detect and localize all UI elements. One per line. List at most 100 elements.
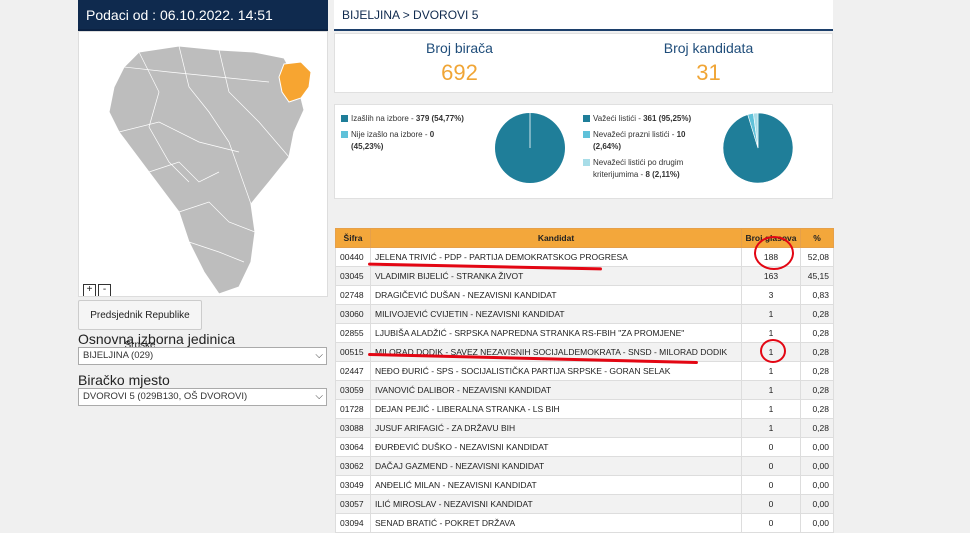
zoom-out-button[interactable]: - <box>98 284 111 296</box>
stats-panel: Broj birača 692 Broj kandidata 31 <box>334 33 833 93</box>
cell-percent: 0,28 <box>800 342 834 362</box>
col-header-candidate[interactable]: Kandidat <box>370 228 742 248</box>
cell-percent: 0,28 <box>800 399 834 419</box>
table-row: 03062 DAČAJ GAZMEND - NEZAVISNI KANDIDAT 0… <box>335 456 834 476</box>
legend-item: Nije izašlo na izbore - 0 <box>341 129 464 141</box>
cell-votes: 1 <box>741 380 801 400</box>
legend-item-cont: (2,64%) <box>593 142 622 151</box>
station-select-value: DVOROVI 5 (029B130, OŠ DVOROVI) <box>83 391 248 402</box>
cell-percent: 0,28 <box>800 323 834 343</box>
voters-value: 692 <box>441 60 478 85</box>
legend-swatch <box>583 115 590 123</box>
table-row: 02748 DRAGIČEVIĆ DUŠAN - NEZAVISNI KANDID… <box>335 285 834 305</box>
cell-candidate: ĐURĐEVIĆ DUŠKO - NEZAVISNI KANDIDAT <box>370 437 742 457</box>
pies-panel: Izašlih na izbore - 379 (54,77%) Nije iz… <box>334 104 833 199</box>
turnout-legend: Izašlih na izbore - 379 (54,77%) Nije iz… <box>341 113 464 153</box>
unit-label: Osnovna izborna jedinica <box>78 331 236 347</box>
cell-candidate: DRAGIČEVIĆ DUŠAN - NEZAVISNI KANDIDAT <box>370 285 742 305</box>
unit-select-value: BIJELJINA (029) <box>83 350 154 361</box>
unit-select[interactable]: BIJELJINA (029) ⌵ <box>78 347 327 365</box>
cell-code: 02748 <box>335 285 371 305</box>
cell-percent: 0,83 <box>800 285 834 305</box>
cell-percent: 0,00 <box>800 475 834 495</box>
chevron-down-icon: ⌵ <box>315 350 323 361</box>
cell-code: 03059 <box>335 380 371 400</box>
cell-percent: 0,00 <box>800 494 834 514</box>
legend-item: Važeći listići - 361 (95,25%) <box>583 113 691 125</box>
cell-code: 03057 <box>335 494 371 514</box>
cell-candidate: ANĐELIĆ MILAN - NEZAVISNI KANDIDAT <box>370 475 742 495</box>
legend-item-cont: kriterijumima - 8 (2,11%) <box>593 170 680 179</box>
cell-code: 03064 <box>335 437 371 457</box>
cell-percent: 0,28 <box>800 418 834 438</box>
cell-candidate: ILIĆ MIROSLAV - NEZAVISNI KANDIDAT <box>370 494 742 514</box>
zoom-in-button[interactable]: + <box>83 284 96 296</box>
table-row: 03060 MILIVOJEVIĆ CVIJETIN - NEZAVISNI KA… <box>335 304 834 324</box>
legend-item-cont: (45,23%) <box>351 142 384 151</box>
table-row: 03094 SENAD BRATIĆ - POKRET DRŽAVA 0 0,00 <box>335 513 834 533</box>
cell-votes: 3 <box>741 285 801 305</box>
station-select[interactable]: DVOROVI 5 (029B130, OŠ DVOROVI) ⌵ <box>78 388 327 406</box>
table-row: 03064 ĐURĐEVIĆ DUŠKO - NEZAVISNI KANDIDAT… <box>335 437 834 457</box>
table-row: 03088 JUSUF ARIFAGIĆ - ZA DRŽAVU BIH 1 0,28 <box>335 418 834 438</box>
bih-map[interactable] <box>79 32 328 297</box>
legend-swatch <box>341 131 348 139</box>
map-panel[interactable]: + - <box>78 31 328 297</box>
cell-code: 00515 <box>335 342 371 362</box>
legend-swatch <box>583 131 590 139</box>
cell-percent: 0,00 <box>800 437 834 457</box>
candidates-stat: Broj kandidata 31 <box>584 40 833 86</box>
col-header-code[interactable]: Šifra <box>335 228 371 248</box>
cell-code: 03062 <box>335 456 371 476</box>
data-timestamp-header: Podaci od : 06.10.2022. 14:51 <box>78 0 328 31</box>
legend-swatch <box>341 115 348 123</box>
cell-candidate: JUSUF ARIFAGIĆ - ZA DRŽAVU BIH <box>370 418 742 438</box>
cell-candidate: IVANOVIĆ DALIBOR - NEZAVISNI KANDIDAT <box>370 380 742 400</box>
cell-code: 02447 <box>335 361 371 381</box>
station-label: Biračko mjesto <box>78 372 170 388</box>
cell-percent: 0,00 <box>800 456 834 476</box>
cell-votes: 1 <box>741 304 801 324</box>
cell-percent: 52,08 <box>800 247 834 267</box>
cell-candidate: DEJAN PEJIĆ - LIBERALNA STRANKA - LS BIH <box>370 399 742 419</box>
cell-percent: 0,28 <box>800 380 834 400</box>
table-row: 02855 LJUBIŠA ALADŽIĆ - SRPSKA NAPREDNA S… <box>335 323 834 343</box>
cell-code: 03045 <box>335 266 371 286</box>
map-region-base[interactable] <box>108 45 305 295</box>
voters-stat: Broj birača 692 <box>335 40 584 86</box>
cell-votes: 0 <box>741 456 801 476</box>
ballots-slice-2[interactable] <box>753 112 759 149</box>
cell-code: 01728 <box>335 399 371 419</box>
table-row: 03057 ILIĆ MIROSLAV - NEZAVISNI KANDIDAT 0… <box>335 494 834 514</box>
cell-votes: 0 <box>741 475 801 495</box>
cell-code: 03049 <box>335 475 371 495</box>
cell-percent: 45,15 <box>800 266 834 286</box>
table-row: 01728 DEJAN PEJIĆ - LIBERALNA STRANKA - L… <box>335 399 834 419</box>
cell-code: 02855 <box>335 323 371 343</box>
results-table: Šifra Kandidat Broj glasova % 00440 JELEN… <box>335 228 834 533</box>
president-rs-button[interactable]: Predsjednik Republike Srpske <box>78 300 202 351</box>
candidates-label: Broj kandidata <box>663 40 754 56</box>
cell-votes: 0 <box>741 437 801 457</box>
table-row: 03049 ANĐELIĆ MILAN - NEZAVISNI KANDIDAT 0… <box>335 475 834 495</box>
annotation-circle <box>760 339 786 363</box>
cell-candidate: SENAD BRATIĆ - POKRET DRŽAVA <box>370 513 742 533</box>
col-header-percent[interactable]: % <box>800 228 834 248</box>
breadcrumb: BIJELJINA > DVOROVI 5 <box>334 0 833 31</box>
cell-code: 00440 <box>335 247 371 267</box>
ballots-legend: Važeći listići - 361 (95,25%) Nevažeći p… <box>583 113 691 181</box>
cell-votes: 1 <box>741 418 801 438</box>
cell-votes: 1 <box>741 399 801 419</box>
turnout-pie[interactable] <box>493 111 567 185</box>
table-row: 03059 IVANOVIĆ DALIBOR - NEZAVISNI KANDID… <box>335 380 834 400</box>
cell-candidate: JELENA TRIVIĆ - PDP - PARTIJA DEMOKRATSK… <box>370 247 742 267</box>
map-region-bijeljina[interactable] <box>278 61 312 103</box>
chevron-down-icon: ⌵ <box>315 391 323 402</box>
ballots-pie[interactable] <box>721 111 795 185</box>
legend-item: Nevažeći listići po drugim <box>583 157 691 169</box>
voters-label: Broj birača <box>426 40 493 56</box>
legend-item: Nevažeći prazni listići - 10 <box>583 129 691 141</box>
cell-code: 03094 <box>335 513 371 533</box>
table-row: 02447 NEĐO ĐURIĆ - SPS - SOCIJALISTIČKA P… <box>335 361 834 381</box>
cell-code: 03088 <box>335 418 371 438</box>
